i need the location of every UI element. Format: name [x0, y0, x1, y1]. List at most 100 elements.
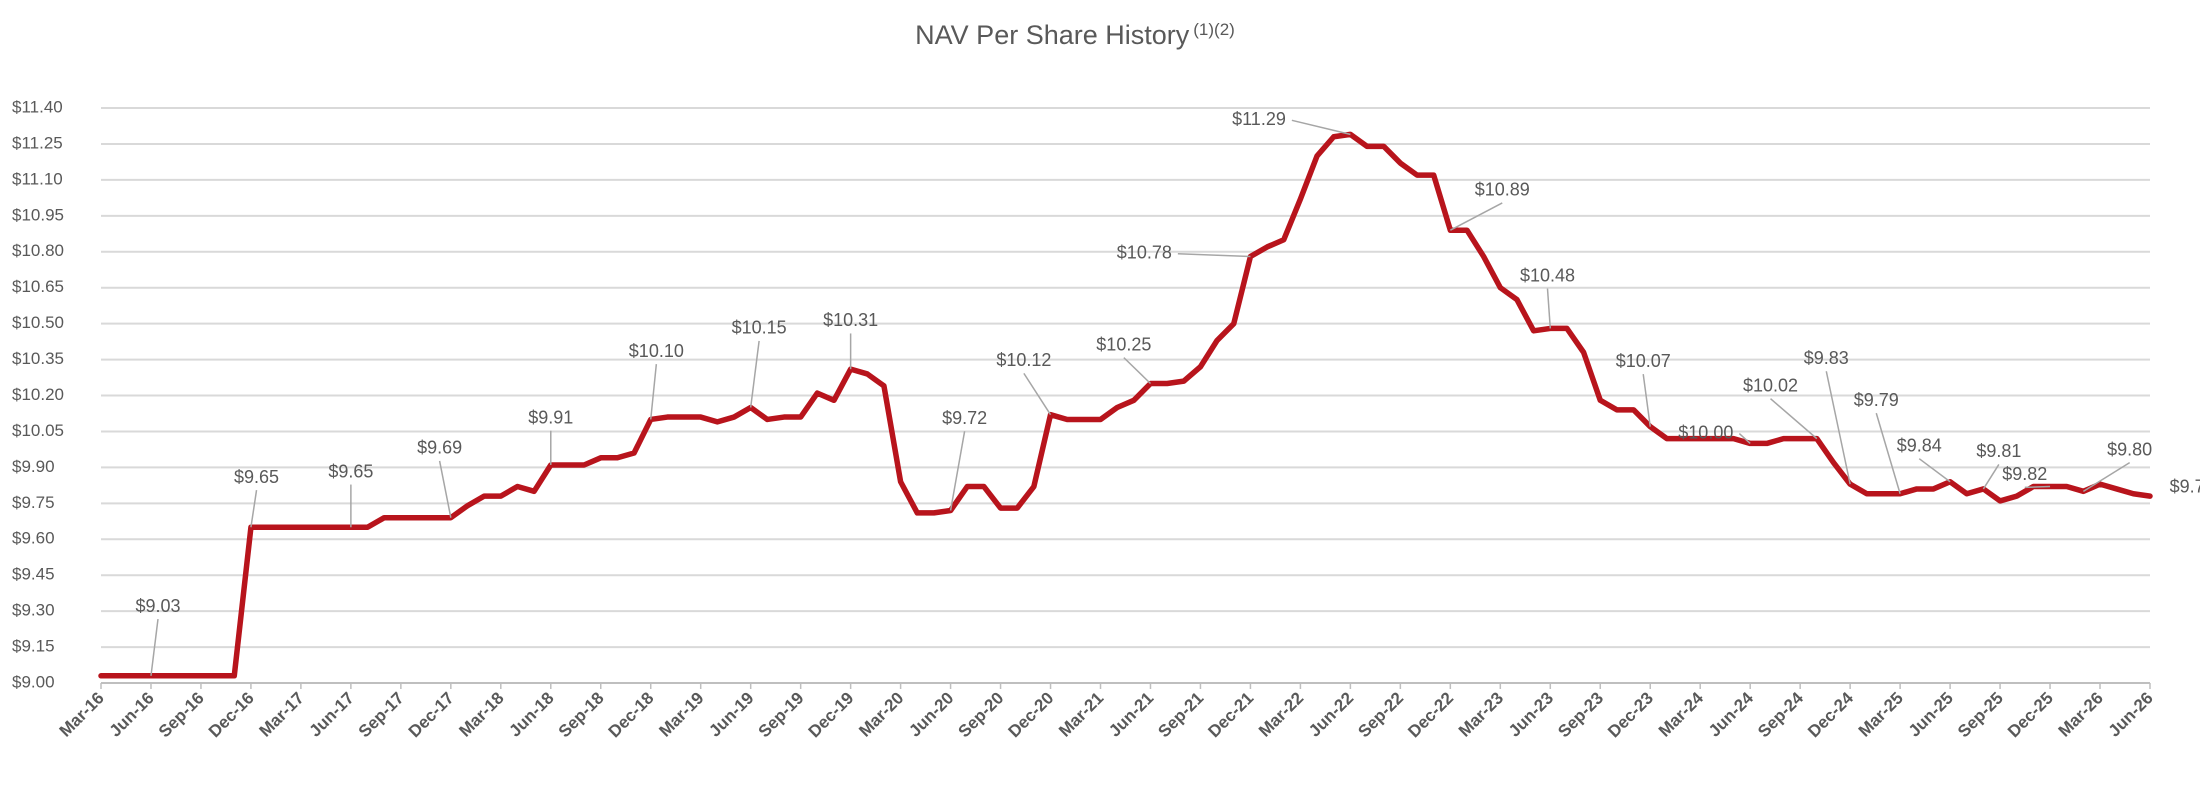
x-tick-label: Dec-25 [2004, 688, 2057, 741]
x-tick-label: Jun-16 [106, 688, 158, 740]
x-tick-label: Jun-19 [705, 688, 757, 740]
title-text: NAV Per Share History [915, 20, 1190, 50]
value-label: $9.81 [1976, 441, 2021, 461]
leader-line [1738, 433, 1751, 444]
x-tick-label: Jun-23 [1505, 688, 1557, 740]
y-tick-label: $11.25 [12, 133, 63, 152]
y-tick-label: $9.15 [12, 637, 55, 656]
value-label: $9.84 [1897, 435, 1942, 455]
value-label: $10.15 [732, 318, 787, 338]
x-tick-label: Sep-22 [1354, 688, 1407, 741]
leader-line [1546, 288, 1552, 329]
y-tick-label: $10.65 [12, 277, 64, 296]
y-tick-label: $10.80 [12, 241, 64, 260]
x-tick-label: Mar-19 [655, 688, 707, 740]
value-label: $10.25 [1096, 334, 1151, 354]
leader-line [2082, 462, 2131, 492]
leader-line [150, 618, 159, 676]
x-tick-label: Dec-16 [205, 688, 258, 741]
x-tick-label: Sep-21 [1154, 688, 1207, 741]
leader-line [949, 431, 966, 511]
x-tick-label: Sep-24 [1754, 688, 1807, 741]
x-tick-label: Dec-21 [1204, 688, 1257, 741]
leader-line [438, 460, 452, 518]
x-tick-label: Sep-20 [955, 688, 1008, 741]
y-tick-label: $9.90 [12, 457, 55, 476]
chart-title: NAV Per Share History (1)(2) [915, 20, 1235, 50]
x-tick-label: Jun-17 [306, 688, 358, 740]
leader-line [1177, 252, 1251, 258]
x-tick-label: Mar-18 [455, 688, 507, 740]
x-tick-label: Mar-21 [1055, 688, 1107, 740]
value-label: $9.72 [942, 408, 987, 428]
value-label: $11.29 [1232, 109, 1286, 129]
value-label: $9.65 [328, 461, 373, 481]
value-label: $9.65 [234, 467, 279, 487]
x-tick-label: Dec-20 [1004, 688, 1057, 741]
y-tick-label: $9.00 [12, 672, 55, 691]
value-label: $10.00 [1678, 422, 1733, 442]
leader-line [1642, 374, 1651, 427]
x-tick-label: Dec-17 [405, 688, 458, 741]
y-tick-label: $10.95 [12, 205, 64, 224]
y-tick-label: $9.45 [12, 565, 55, 584]
x-tick-label: Mar-16 [56, 688, 108, 740]
x-tick-label: Sep-16 [155, 688, 208, 741]
x-tick-label: Mar-22 [1255, 688, 1307, 740]
leader-line [1918, 458, 1951, 483]
y-tick-label: $10.20 [12, 385, 64, 404]
value-label: $9.78 [2170, 476, 2200, 496]
x-tick-label: Mar-23 [1455, 688, 1507, 740]
value-label: $9.69 [417, 438, 462, 458]
leader-line [1770, 398, 1818, 440]
x-tick-label: Dec-24 [1804, 688, 1857, 741]
x-tick-label: Jun-26 [2105, 688, 2157, 740]
y-tick-label: $9.30 [12, 601, 55, 620]
leader-line [250, 490, 258, 528]
y-tick-label: $10.35 [12, 349, 64, 368]
x-tick-label: Sep-18 [555, 688, 608, 741]
y-tick-label: $10.50 [12, 313, 64, 332]
value-label: $10.78 [1117, 242, 1172, 262]
value-label: $10.10 [629, 341, 684, 361]
y-tick-label: $11.10 [12, 169, 63, 188]
leader-line [2024, 485, 2051, 489]
x-tick-label: Mar-17 [256, 688, 308, 740]
value-label: $9.80 [2107, 439, 2152, 459]
leader-line [1982, 464, 2000, 490]
value-label: $9.91 [528, 407, 573, 427]
leader-line [1825, 371, 1851, 485]
x-tick-label: Mar-25 [1855, 688, 1907, 740]
x-tick-label: Jun-22 [1305, 688, 1357, 740]
leader-line [1875, 412, 1901, 494]
leader-line [649, 364, 658, 420]
x-tick-label: Dec-23 [1604, 688, 1657, 741]
y-tick-label: $11.40 [12, 97, 63, 116]
x-tick-label: Sep-17 [355, 688, 408, 741]
value-label: $10.48 [1520, 265, 1575, 285]
value-label: $9.79 [1854, 390, 1899, 410]
value-label: $9.03 [135, 596, 180, 616]
value-label: $9.82 [2002, 464, 2047, 484]
x-tick-label: Mar-26 [2055, 688, 2107, 740]
leader-line [1291, 119, 1351, 136]
y-tick-label: $9.60 [12, 529, 55, 548]
x-tick-label: Mar-24 [1655, 688, 1708, 741]
x-tick-label: Mar-20 [855, 688, 907, 740]
leader-line [1449, 202, 1503, 231]
leader-line [749, 340, 760, 408]
x-tick-label: Jun-20 [905, 688, 957, 740]
leader-line [1023, 372, 1052, 416]
x-tick-label: Jun-24 [1705, 688, 1758, 741]
x-tick-label: Jun-25 [1905, 688, 1957, 740]
value-label: $10.07 [1616, 351, 1671, 371]
x-tick-label: Sep-23 [1554, 688, 1607, 741]
x-tick-label: Jun-21 [1105, 688, 1157, 740]
x-tick-label: Jun-18 [505, 688, 557, 740]
leader-line [1123, 357, 1152, 385]
value-label: $10.89 [1475, 180, 1530, 200]
value-label: $9.83 [1804, 348, 1849, 368]
y-tick-label: $9.75 [12, 493, 55, 512]
